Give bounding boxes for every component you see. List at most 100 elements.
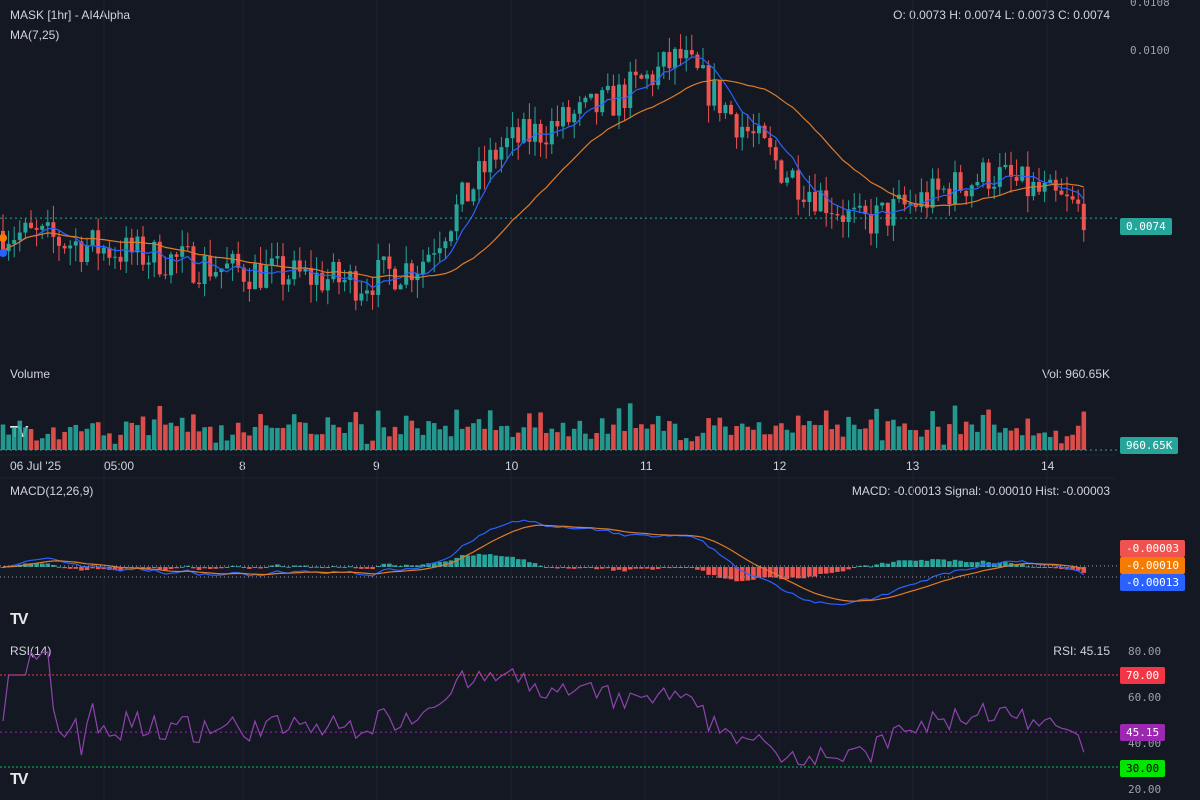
volume-label: Volume [10,367,51,381]
volume-bar [902,423,907,450]
macd-hist-bar [275,564,280,567]
macd-hist-bar [118,567,123,571]
volume-bar [353,412,359,450]
macd-hist-bar [728,567,734,580]
macd-hist-bar [39,563,45,567]
volume-bar [1081,411,1087,450]
macd-hist-bar [269,565,275,567]
macd-hist-bar [241,567,247,568]
volume-bar [751,429,756,450]
volume-bar [499,426,504,450]
candle-body [678,48,683,59]
candle-body [202,255,207,284]
volume-bar [717,417,723,450]
volume-bar [426,421,431,450]
candle-body [141,236,145,265]
candle-body [712,80,717,106]
macd-hist-bar [515,559,521,567]
volume-bar [0,424,6,450]
volume-bar [381,427,387,450]
candle-body [51,222,56,237]
rsi-line [2,650,1085,766]
candle-body [841,215,845,223]
macd-hist-bar [336,566,342,568]
volume-bar [784,429,790,450]
volume-bar [633,428,639,450]
macd-hist-bar [28,563,34,567]
macd-hist-bar [252,567,258,568]
volume-bar [364,443,370,450]
macd-hist-bar [812,567,818,577]
volume-bar [857,429,863,450]
macd-hist-bar [1053,567,1059,569]
candle-body [779,160,784,183]
macd-hist-bar [420,564,426,567]
candle-body [1059,190,1064,195]
volume-bar [611,424,616,450]
macd-hist-bar [359,567,364,569]
volume-bar [941,444,947,450]
macd-hist-bar [146,567,151,570]
volume-bar [874,408,879,450]
macd-hist-bar [151,567,157,568]
macd-hist-bar [297,565,303,567]
candle-body [219,268,224,273]
volume-bar [303,422,308,450]
candle-body [757,125,761,134]
volume-bar [101,435,107,450]
macd-hist-bar [706,567,711,575]
candle-body [381,256,386,261]
volume-bar [230,434,235,450]
volume-tag: 960.65K [1120,437,1179,454]
volume-bar [409,420,415,450]
macd-hist-bar [403,564,409,567]
volume-bar [286,424,291,450]
candle-body [309,267,313,285]
candle-body [969,185,974,197]
volume-bar [487,410,493,450]
macd-hist-bar [958,560,963,567]
volume-bar [1008,430,1014,450]
candle-body [297,260,302,272]
volume-bar [661,430,667,450]
candle-body [869,214,873,234]
candle-body [477,161,481,190]
candle-body [493,149,498,160]
volume-bar [650,424,655,450]
macd-hist-bar [639,567,644,569]
candle-body [544,142,549,145]
volume-bar [493,430,499,450]
candle-body [561,107,565,127]
candle-body [605,85,610,91]
volume-bar [6,434,11,450]
candle-body [1048,179,1053,184]
candle-body [45,222,50,226]
macd-hist-bar [605,567,611,569]
macd-hist-bar [1081,567,1087,573]
volume-bar [734,426,739,450]
candle-body [594,93,599,113]
candle-body [432,253,437,255]
macd-hist-bar [919,559,924,567]
volume-bar [90,423,95,450]
candle-body [34,227,39,230]
candle-body [169,254,173,276]
candle-body [57,236,61,246]
macd-hist-bar [583,567,588,568]
volume-bar [723,426,728,450]
volume-bar [140,416,146,450]
volume-bar [112,443,118,450]
volume-readout: Vol: 960.65K [1041,367,1110,381]
candle-body [533,123,537,142]
volume-bar [45,433,51,450]
candle-body [975,181,980,186]
macd-hist-bar [286,566,291,568]
ma-handle-blue [0,249,7,257]
candle-body [829,213,834,215]
macd-hist-bar [179,566,185,568]
macd-hist-bar [1031,566,1036,568]
macd-hist-bar [465,555,471,567]
volume-bar [907,429,913,450]
volume-bar [179,417,185,450]
